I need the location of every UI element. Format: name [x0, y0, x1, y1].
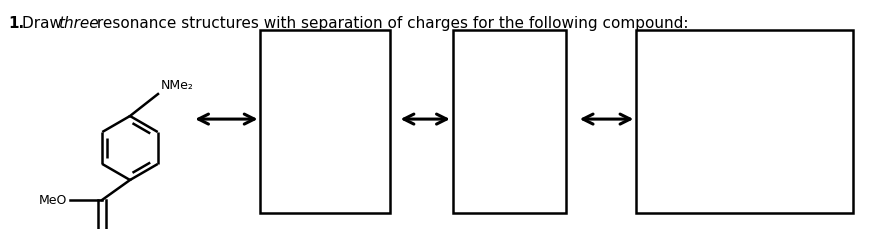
Text: 1.: 1.	[8, 16, 24, 31]
Text: Draw: Draw	[22, 16, 67, 31]
Text: resonance structures with separation of charges for the following compound:: resonance structures with separation of …	[92, 16, 689, 31]
Text: MeO: MeO	[38, 194, 67, 207]
Bar	[260, 30, 390, 213]
Text: NMe₂: NMe₂	[161, 79, 194, 92]
Bar	[636, 30, 853, 213]
Text: three: three	[58, 16, 99, 31]
Bar	[453, 30, 566, 213]
